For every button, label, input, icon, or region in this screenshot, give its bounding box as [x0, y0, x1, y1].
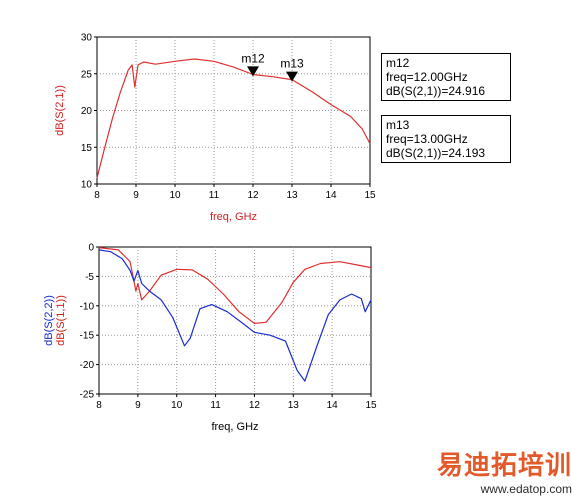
x-tick-label: 8 — [96, 400, 102, 411]
plot-frame — [98, 246, 372, 395]
x-tick-label: 14 — [325, 190, 337, 201]
y-tick-label: 15 — [81, 143, 93, 154]
y-axis-label: dB(S(1,1)) — [55, 295, 67, 346]
y-tick-label: 30 — [81, 33, 93, 44]
y-axis-label: dB(S(2,2)) — [43, 295, 55, 346]
x-tick-label: 15 — [364, 190, 376, 201]
marker-label: m13 — [280, 57, 304, 71]
x-tick-label: 13 — [288, 400, 300, 411]
x-tick-label: 9 — [135, 400, 141, 411]
watermark-url: www.edatop.com — [480, 482, 572, 496]
x-tick-label: 13 — [286, 190, 298, 201]
y-tick-label: 10 — [81, 180, 93, 191]
x-tick-label: 10 — [171, 400, 183, 411]
marker-value: dB(S(2,1))=24.193 — [386, 146, 486, 160]
y-tick-label: 20 — [81, 106, 93, 117]
series-line-db-s-1-1- — [98, 247, 372, 324]
y-tick-label: 25 — [81, 69, 93, 80]
watermark: 易迪拓培训 www.edatop.com — [412, 445, 572, 496]
y-tick-label: -15 — [80, 331, 95, 342]
marker-label: m12 — [386, 56, 410, 70]
x-tick-label: 8 — [94, 190, 100, 201]
marker-readout-m12: m12 freq=12.00GHz dB(S(2,1))=24.916 — [381, 53, 511, 101]
x-tick-label: 9 — [133, 190, 139, 201]
series-line-db-s-2-2- — [98, 249, 372, 382]
x-tick-label: 11 — [210, 400, 221, 411]
series-line-db-s-2-1- — [96, 58, 371, 179]
x-tick-label: 11 — [209, 190, 220, 201]
plot-frame — [96, 36, 371, 185]
marker-value: dB(S(2,1))=24.916 — [386, 84, 486, 98]
marker-triangle — [247, 66, 259, 77]
marker-freq: freq=12.00GHz — [386, 70, 468, 84]
s21-chart: 8 9 10 11 12 13 14 15 30 25 20 15 10 freq, GHz dB(S(2,… — [54, 33, 376, 224]
marker-label: m13 — [386, 118, 410, 132]
x-tick-label: 10 — [169, 190, 181, 201]
x-tick-label: 15 — [365, 400, 377, 411]
x-tick-label: 12 — [249, 400, 261, 411]
s11-s22-chart: 8 9 10 11 12 13 14 15 0 -5 -10 -15 -20 -25 freq, GHz dB… — [43, 243, 377, 434]
y-tick-label: -5 — [85, 272, 94, 283]
y-axis-label: dB(S(2,1)) — [54, 85, 66, 136]
y-tick-label: -10 — [80, 301, 95, 312]
marker-readout-m13: m13 freq=13.00GHz dB(S(2,1))=24.193 — [381, 115, 511, 163]
marker-triangle — [286, 71, 298, 82]
y-tick-label: -20 — [80, 360, 95, 371]
x-tick-label: 12 — [247, 190, 259, 201]
x-tick-label: 14 — [327, 400, 339, 411]
y-tick-label: -25 — [80, 390, 95, 401]
x-axis-label: freq, GHz — [211, 421, 258, 433]
watermark-logo-text: 易迪拓培训 — [436, 451, 572, 481]
marker-freq: freq=13.00GHz — [386, 132, 468, 146]
x-axis-label: freq, GHz — [210, 211, 257, 223]
y-tick-label: 0 — [88, 243, 94, 254]
marker-label: m12 — [241, 51, 265, 65]
